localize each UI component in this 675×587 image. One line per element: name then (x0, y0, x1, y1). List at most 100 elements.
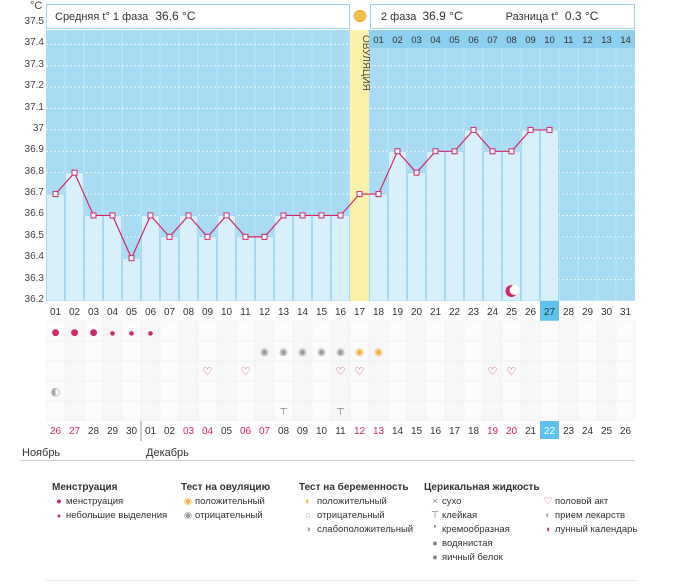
post-ovulation-day: 12 (582, 35, 593, 46)
cycle-day-label: 14 (297, 307, 309, 318)
cycle-day-label: 30 (601, 307, 613, 318)
calendar-date: 10 (316, 426, 328, 437)
y-axis-unit: °C (30, 0, 43, 12)
y-tick-label: 36.6 (24, 208, 44, 220)
post-ovulation-day: 02 (392, 35, 403, 46)
calendar-date: 17 (449, 426, 461, 437)
symptom-cell (539, 360, 560, 382)
cycle-day-label: 18 (373, 307, 385, 318)
calendar-date: 21 (525, 426, 537, 437)
symptom-cell (273, 380, 294, 402)
cycle-day-label: 23 (468, 307, 480, 318)
symptom-cell (216, 360, 237, 382)
symptom-cell (558, 360, 579, 382)
calendar-date: 19 (487, 426, 499, 437)
cycle-day-label: 09 (202, 307, 214, 318)
symptom-cell (292, 400, 313, 422)
ovulation-column (350, 30, 369, 301)
calendar-date: 29 (107, 426, 119, 437)
calendar-date: 25 (601, 426, 613, 437)
cycle-day-label: 19 (392, 307, 404, 318)
temperature-point (451, 148, 458, 155)
cycle-day-label: 06 (145, 307, 157, 318)
calendar-date: 15 (411, 426, 423, 437)
calendar-date: 11 (335, 426, 346, 437)
ovtest-negative-icon: ◉ (317, 347, 326, 358)
heart-icon: ♡ (543, 496, 553, 507)
calendar-date: 06 (240, 426, 252, 437)
symptom-cell (596, 400, 617, 422)
temperature-point (147, 212, 154, 219)
symptom-cell (159, 360, 180, 382)
symptom-cell (159, 340, 180, 362)
symptom-cell (482, 340, 503, 362)
temperature-point (546, 126, 553, 133)
symptom-cell (387, 400, 408, 422)
symptom-cell (368, 400, 389, 422)
cycle-day-label: 13 (278, 307, 290, 318)
symptom-cell (387, 360, 408, 382)
menstruation-icon: ● (71, 328, 79, 338)
symptom-cell (482, 400, 503, 422)
temperature-bar (293, 215, 312, 302)
symptom-cell (83, 360, 104, 382)
cycle-day-label: 22 (449, 307, 461, 318)
symptom-cell (520, 360, 541, 382)
y-tick-label: 36.3 (24, 272, 44, 284)
symptom-cell (444, 380, 465, 402)
symptom-cell (140, 360, 161, 382)
symptom-cell (596, 360, 617, 382)
legend-ovtest-title: Тест на овуляцию (181, 482, 271, 493)
symptom-cell (197, 400, 218, 422)
symptom-cell (406, 360, 427, 382)
symptom-cell (46, 360, 66, 382)
y-tick-label: 37.5 (24, 16, 44, 27)
legend-medication: ◐ прием лекарств (541, 510, 625, 521)
month-december: Декабрь (146, 447, 189, 459)
ovtest-negative-icon: ◉ (298, 347, 307, 358)
symptom-cell (463, 320, 484, 342)
symptom-cell (406, 400, 427, 422)
symptom-cell (425, 380, 446, 402)
ovulation-label: ОВУЛЯЦИЯ (360, 35, 371, 91)
symptom-cell (387, 380, 408, 402)
symptom-cell (520, 320, 541, 342)
calendar-date: 03 (183, 426, 195, 437)
temperature-bar (274, 215, 293, 302)
symptom-cell (83, 400, 104, 422)
symptom-cell (444, 400, 465, 422)
symptom-cell (501, 320, 522, 342)
symptom-cell (596, 380, 617, 402)
symptom-cell (330, 380, 351, 402)
legend-menstruation-item: ● менструация (52, 496, 123, 507)
cycle-day-label: 10 (221, 307, 233, 318)
temperature-bar (65, 172, 84, 302)
pill-icon: ◐ (545, 510, 551, 521)
y-tick-label: 37.1 (24, 101, 44, 113)
cycle-day-label: 24 (487, 307, 499, 318)
symptom-cell (615, 340, 636, 362)
symptom-cell (140, 340, 161, 362)
symptom-cell (425, 320, 446, 342)
symptom-cell (64, 380, 85, 402)
symptom-cell (235, 320, 256, 342)
post-ovulation-day: 04 (430, 35, 441, 46)
menstruation-icon: ● (148, 330, 153, 337)
symptom-cell (349, 400, 370, 422)
month-november: Ноябрь (22, 447, 61, 459)
symptom-cell (216, 320, 237, 342)
calendar-date: 04 (202, 426, 214, 437)
temperature-bar (426, 151, 445, 302)
temperature-point (166, 233, 173, 240)
temperature-point (128, 255, 135, 262)
temperature-bar (160, 236, 179, 302)
menstruation-icon: ● (129, 330, 134, 337)
symptom-cell (596, 320, 617, 342)
symptom-cell (539, 340, 560, 362)
calendar-date: 30 (126, 426, 138, 437)
symptom-cell (444, 340, 465, 362)
symptom-cell (292, 380, 313, 402)
symptom-cell (368, 360, 389, 382)
moon-icon-mask (509, 285, 520, 295)
